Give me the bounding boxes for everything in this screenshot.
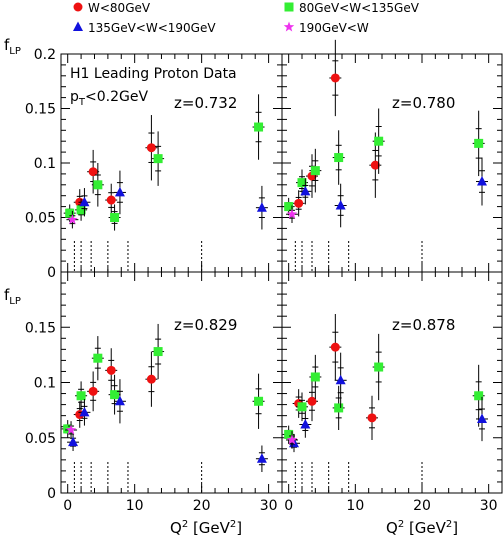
point-w_80_135-3 xyxy=(334,153,344,163)
legend-marker-w_135_190 xyxy=(73,21,83,31)
y-tick-label: 0.2 xyxy=(34,47,56,63)
point-w_lt_80-0 xyxy=(294,198,304,208)
x-tick-label: 0 xyxy=(63,498,72,514)
x-tick-label: 30 xyxy=(480,498,498,514)
panel-1: 0 0.05 0.1 0.15 0.2 z=0.732 xyxy=(25,47,283,281)
point-w_80_135-2 xyxy=(310,166,320,176)
point-w_lt_80-2 xyxy=(330,342,340,352)
y-tick-label: 0.15 xyxy=(25,320,56,336)
point-w_135_190-0 xyxy=(300,185,311,196)
point-w_80_135-2 xyxy=(310,372,320,382)
point-w_lt_80-3 xyxy=(146,374,156,384)
y-tick-label: 0.05 xyxy=(25,431,56,447)
panel-2: z=0.780 xyxy=(281,39,503,273)
legend-label-w_80_135: 80GeV<W<135GeV xyxy=(299,1,420,15)
point-w_80_135-3 xyxy=(110,390,120,400)
axis-labels: fLP fLP Q2 [GeV2] Q2 [GeV2] xyxy=(4,36,458,537)
z-label: z=0.878 xyxy=(392,316,455,334)
point-w_80_135-1 xyxy=(76,391,86,401)
point-w_80_135-3 xyxy=(334,403,344,413)
legend-marker-w_gt_190 xyxy=(283,21,295,32)
point-w_80_135-4 xyxy=(153,347,163,357)
pt-cut-label: pT<0.2GeV xyxy=(70,89,148,108)
x-tick-label: 0 xyxy=(284,498,293,514)
y-tick-label: 0.05 xyxy=(25,211,56,227)
z-label: z=0.780 xyxy=(392,94,455,112)
point-w_lt_80-3 xyxy=(370,160,380,170)
x-tick-label: 10 xyxy=(126,498,144,514)
point-w_lt_80-3 xyxy=(146,143,156,153)
panel-3: 0 0.05 0.1 0.15 0 10 20 30 z=0.829 xyxy=(25,271,283,514)
y-tick-label: 0.1 xyxy=(34,156,56,172)
point-w_135_190-1 xyxy=(79,406,90,417)
y-tick-label: 0 xyxy=(47,486,56,502)
x-axis-label-left: Q2 [GeV2] xyxy=(170,519,242,537)
point-w_gt_190-0 xyxy=(67,214,78,225)
point-w_135_190-1 xyxy=(335,200,346,210)
point-w_135_190-3 xyxy=(256,453,267,463)
point-w_80_135-2 xyxy=(93,353,103,363)
y-tick-label: 0.1 xyxy=(34,376,56,392)
point-w_80_135-3 xyxy=(110,213,120,222)
point-w_80_135-0 xyxy=(284,202,294,212)
point-w_lt_80-2 xyxy=(106,365,116,375)
point-w_80_135-5 xyxy=(254,122,264,132)
x-axis-label-right: Q2 [GeV2] xyxy=(386,519,458,537)
point-w_80_135-1 xyxy=(297,402,307,412)
experiment-label: H1 Leading Proton Data xyxy=(70,66,237,82)
point-w_135_190-2 xyxy=(256,202,267,212)
point-w_80_135-4 xyxy=(374,136,384,146)
x-tick-label: 20 xyxy=(193,498,211,514)
point-w_lt_80-3 xyxy=(367,413,377,423)
point-w_gt_190-0 xyxy=(286,208,298,219)
point-w_80_135-0 xyxy=(284,429,294,439)
x-tick-label: 20 xyxy=(413,498,431,514)
point-w_80_135-1 xyxy=(76,205,86,215)
y-tick-label: 0 xyxy=(47,265,56,281)
point-w_lt_80-2 xyxy=(106,195,116,205)
z-label: z=0.829 xyxy=(174,316,237,334)
legend-label-w_135_190: 135GeV<W<190GeV xyxy=(88,21,216,35)
point-w_135_190-0 xyxy=(68,436,79,447)
point-w_80_135-2 xyxy=(93,180,103,190)
point-w_lt_80-1 xyxy=(307,396,317,406)
z-label: z=0.732 xyxy=(174,94,237,112)
point-w_lt_80-2 xyxy=(330,73,340,83)
point-w_135_190-2 xyxy=(114,395,125,406)
y-tick-label: 0.15 xyxy=(25,102,56,118)
point-w_lt_80-1 xyxy=(88,167,98,177)
point-w_80_135-0 xyxy=(65,208,75,218)
legend-label-w_lt_80: W<80GeV xyxy=(88,1,151,15)
y-axis-label-top: fLP xyxy=(4,36,21,57)
point-w_80_135-5 xyxy=(254,396,264,406)
point-w_135_190-2 xyxy=(335,374,346,385)
legend: W<80GeV 80GeV<W<135GeV 135GeV<W<190GeV 190G… xyxy=(73,1,420,35)
panel-grid: 0 0.05 0.1 0.15 0.2 z=0.732 z=0.780 0 0.05 0.1 0.1… xyxy=(25,39,503,514)
x-tick-label: 30 xyxy=(260,498,278,514)
legend-marker-w_lt_80 xyxy=(73,2,83,12)
legend-marker-w_80_135 xyxy=(284,2,294,12)
point-w_135_190-3 xyxy=(477,413,487,423)
point-w_80_135-5 xyxy=(474,391,484,401)
point-w_80_135-5 xyxy=(474,138,484,148)
y-axis-label-bottom: fLP xyxy=(4,286,21,307)
point-w_135_190-2 xyxy=(477,176,487,186)
point-w_80_135-1 xyxy=(297,178,307,188)
point-w_135_190-1 xyxy=(300,418,311,429)
point-w_gt_190-0 xyxy=(65,424,77,435)
point-w_80_135-4 xyxy=(153,154,163,164)
point-w_80_135-4 xyxy=(374,362,384,372)
point-w_gt_190-0 xyxy=(286,434,298,445)
panel-frame xyxy=(60,53,283,273)
point-w_135_190-1 xyxy=(114,186,125,197)
point-w_135_190-0 xyxy=(79,196,90,207)
point-w_lt_80-1 xyxy=(88,386,98,396)
legend-label-w_gt_190: 190GeV<W xyxy=(299,21,369,35)
x-tick-label: 10 xyxy=(346,498,364,514)
panel-4: 0 10 20 30 z=0.878 xyxy=(281,271,503,514)
